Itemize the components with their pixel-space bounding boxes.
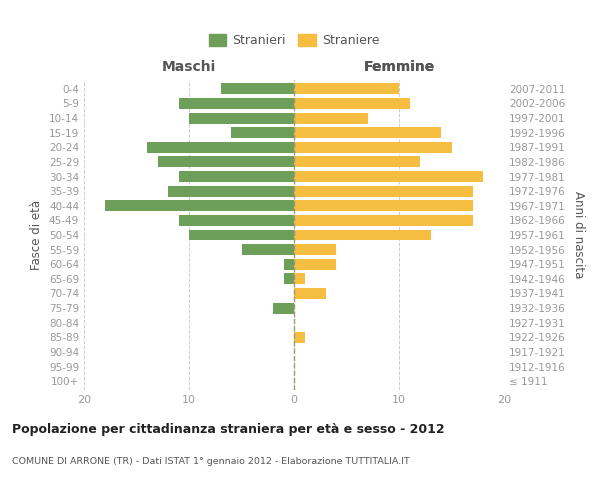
Bar <box>294 215 473 226</box>
Text: Maschi: Maschi <box>162 60 216 74</box>
Bar <box>168 186 294 196</box>
Bar <box>294 332 305 343</box>
Y-axis label: Fasce di età: Fasce di età <box>31 200 43 270</box>
Bar <box>231 127 294 138</box>
Bar <box>294 259 336 270</box>
Text: COMUNE DI ARRONE (TR) - Dati ISTAT 1° gennaio 2012 - Elaborazione TUTTITALIA.IT: COMUNE DI ARRONE (TR) - Dati ISTAT 1° ge… <box>12 458 410 466</box>
Bar <box>147 142 294 152</box>
Text: Femmine: Femmine <box>364 60 434 74</box>
Bar <box>284 259 294 270</box>
Bar <box>294 127 441 138</box>
Bar <box>294 156 420 168</box>
Bar <box>294 244 336 255</box>
Bar <box>157 156 294 168</box>
Bar <box>179 215 294 226</box>
Bar <box>294 112 367 124</box>
Bar <box>284 274 294 284</box>
Bar <box>294 230 431 240</box>
Bar <box>273 302 294 314</box>
Legend: Stranieri, Straniere: Stranieri, Straniere <box>205 30 383 51</box>
Bar <box>294 171 483 182</box>
Bar <box>294 200 473 211</box>
Bar <box>294 288 325 299</box>
Bar <box>189 230 294 240</box>
Bar <box>189 112 294 124</box>
Bar <box>179 98 294 109</box>
Text: Femmine: Femmine <box>364 60 434 74</box>
Bar <box>221 84 294 94</box>
Bar <box>294 84 399 94</box>
Bar <box>294 98 409 109</box>
Bar <box>241 244 294 255</box>
Bar <box>179 171 294 182</box>
Bar <box>294 274 305 284</box>
Bar <box>294 142 452 152</box>
Text: Popolazione per cittadinanza straniera per età e sesso - 2012: Popolazione per cittadinanza straniera p… <box>12 422 445 436</box>
Bar <box>294 186 473 196</box>
Bar <box>105 200 294 211</box>
Y-axis label: Anni di nascita: Anni di nascita <box>572 192 585 278</box>
